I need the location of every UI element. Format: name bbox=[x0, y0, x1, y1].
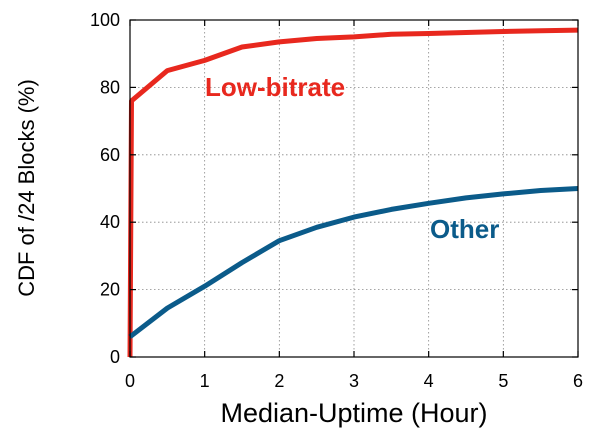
series-label-other: Other bbox=[430, 214, 499, 244]
y-tick-label: 80 bbox=[100, 77, 120, 97]
series-label-low-bitrate: Low-bitrate bbox=[205, 72, 345, 102]
x-tick-label: 0 bbox=[125, 371, 135, 391]
grid-lines bbox=[130, 20, 578, 357]
y-tick-label: 60 bbox=[100, 145, 120, 165]
x-axis-title: Median-Uptime (Hour) bbox=[220, 398, 487, 428]
series-lines bbox=[127, 27, 579, 358]
y-tick-label: 20 bbox=[100, 280, 120, 300]
y-tick-label: 0 bbox=[110, 347, 120, 367]
x-tick-label: 1 bbox=[200, 371, 210, 391]
x-tick-label: 5 bbox=[498, 371, 508, 391]
series-line-low-bitrate bbox=[127, 27, 579, 358]
x-tick-label: 4 bbox=[424, 371, 434, 391]
y-axis-title: CDF of /24 Blocks (%) bbox=[14, 79, 39, 297]
ticks bbox=[129, 19, 579, 358]
x-tick-label: 6 bbox=[573, 371, 583, 391]
y-tick-label: 100 bbox=[90, 10, 120, 30]
series-line-other bbox=[128, 186, 579, 339]
y-tick-label: 40 bbox=[100, 212, 120, 232]
x-tick-label: 2 bbox=[274, 371, 284, 391]
x-tick-label: 3 bbox=[349, 371, 359, 391]
